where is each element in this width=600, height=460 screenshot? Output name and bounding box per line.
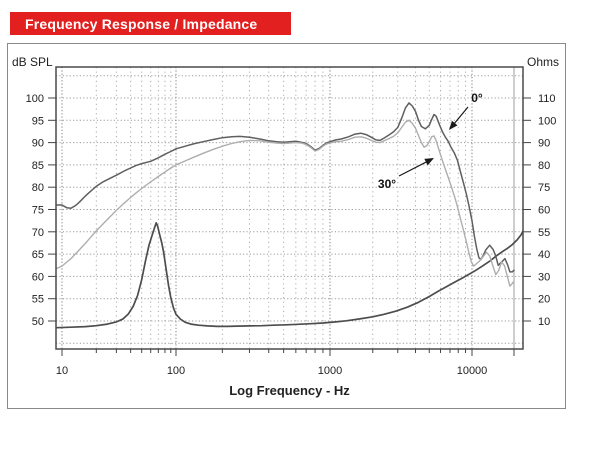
annotation-label: 0° <box>471 91 483 105</box>
x-tick-label: 10000 <box>457 365 488 377</box>
left-axis-title: dB SPL <box>12 55 53 69</box>
left-tick-label: 75 <box>32 205 44 217</box>
right-tick-label: 10 <box>538 316 550 328</box>
right-tick-label: 80 <box>538 160 550 172</box>
curves <box>56 102 523 329</box>
gridlines <box>56 67 523 349</box>
x-tick-label: 100 <box>167 365 185 377</box>
left-tick-label: 60 <box>32 271 44 283</box>
axis-ticks <box>48 97 531 356</box>
left-tick-label: 50 <box>32 316 44 328</box>
curve-response-0deg <box>56 102 515 273</box>
x-axis-title: Log Frequency - Hz <box>229 383 350 398</box>
right-axis-title: Ohms <box>527 55 559 69</box>
right-tick-label: 90 <box>538 138 550 150</box>
left-tick-label: 55 <box>32 294 44 306</box>
left-tick-label: 80 <box>32 182 44 194</box>
x-tick-label: 1000 <box>318 365 342 377</box>
chart-title: Frequency Response / Impedance <box>25 15 258 32</box>
curve-impedance <box>56 222 523 329</box>
right-tick-label: 75 <box>538 182 550 194</box>
right-tick-label: 20 <box>538 294 550 306</box>
axis-labels: 100 95 90 85 80 75 70 65 60 55 50 110 100 90 80 75 60 55 4… <box>12 55 559 398</box>
left-tick-label: 95 <box>32 115 44 127</box>
right-tick-label: 60 <box>538 205 550 217</box>
right-tick-label: 40 <box>538 249 550 261</box>
left-tick-label: 65 <box>32 249 44 261</box>
x-tick-label: 10 <box>56 365 68 377</box>
plot-border <box>55 66 524 350</box>
left-tick-label: 70 <box>32 227 44 239</box>
left-tick-label: 90 <box>32 138 44 150</box>
left-tick-label: 85 <box>32 160 44 172</box>
left-tick-label: 100 <box>26 93 44 105</box>
right-tick-label: 110 <box>538 93 556 105</box>
chart-title-bar: Frequency Response / Impedance <box>10 12 291 35</box>
annotation-response-0deg: 0° <box>449 91 483 130</box>
arrowhead-icon <box>449 120 458 130</box>
arrowhead-icon <box>424 158 434 166</box>
right-tick-label: 55 <box>538 227 550 239</box>
annotation-response-30deg: 30° <box>378 158 434 191</box>
right-tick-label: 30 <box>538 271 550 283</box>
curve-response-30deg <box>56 119 515 287</box>
right-tick-label: 100 <box>538 115 556 127</box>
annotation-label: 30° <box>378 177 396 191</box>
